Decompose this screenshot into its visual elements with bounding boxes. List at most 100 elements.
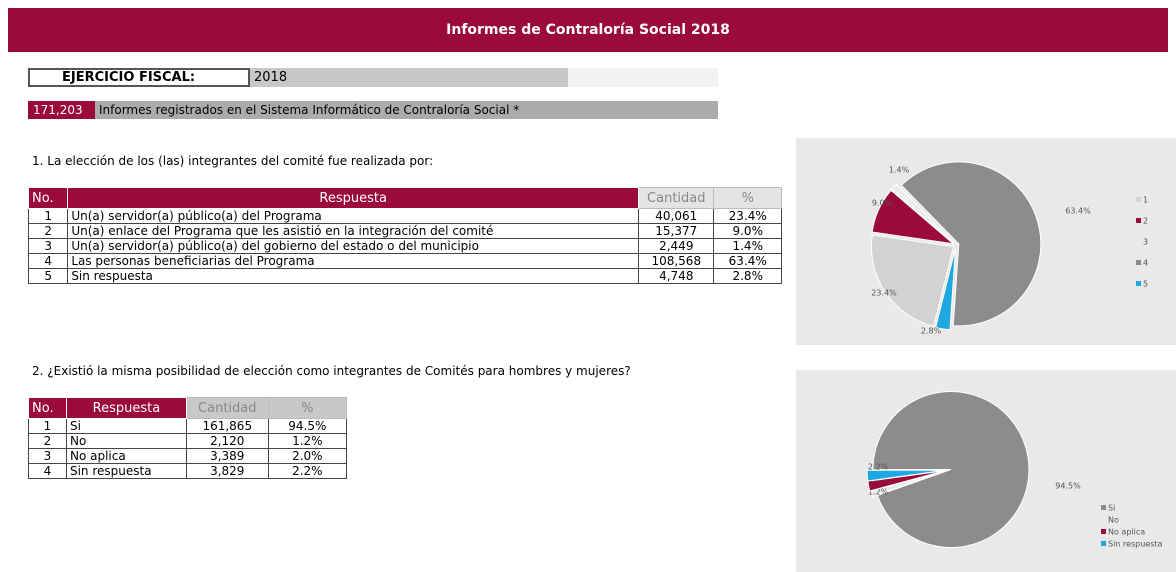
table-cell: Un(a) enlace del Programa que les asisti… bbox=[67, 223, 640, 239]
table-cell: 63.4% bbox=[713, 253, 782, 269]
table: No. Respuesta Cantidad% 1 Si 161,865 94.5% 2 No 2… bbox=[28, 397, 348, 479]
legend-label: 1 bbox=[1143, 196, 1148, 205]
table-cell: No bbox=[65, 433, 187, 449]
fiscal-blank bbox=[568, 68, 718, 87]
table-cell: 3,829 bbox=[185, 463, 269, 479]
table-cell: 1.2% bbox=[267, 433, 348, 449]
column-header: Cantidad bbox=[185, 397, 269, 419]
legend-swatch bbox=[1101, 517, 1106, 522]
table: No. Respuesta Cantidad% 1 Un(a) servidor(a) … bbox=[27, 187, 782, 284]
legend-swatch bbox=[1101, 541, 1106, 546]
table-cell: 3 bbox=[28, 448, 67, 464]
data-label: 2.2% bbox=[868, 463, 889, 472]
header-row: No. Respuesta Cantidad% bbox=[27, 187, 782, 209]
header-title: Informes de Contraloría Social 2018 bbox=[446, 22, 730, 38]
legend-label: No aplica bbox=[1108, 528, 1145, 537]
legend-swatch bbox=[1136, 260, 1141, 265]
table-row: 1 Un(a) servidor(a) público(a) del Progra… bbox=[27, 208, 782, 224]
legend-label: 2 bbox=[1143, 217, 1148, 226]
fiscal-label: EJERCICIO FISCAL: bbox=[28, 68, 250, 87]
column-header: Respuesta bbox=[65, 397, 187, 419]
table-row: 4 Las personas beneficiarias del Programa… bbox=[27, 253, 782, 269]
table-cell: 1.4% bbox=[713, 238, 782, 254]
registered-text: Informes registrados en el Sistema Infor… bbox=[95, 101, 718, 119]
table-row: 3 No aplica 3,389 2.0% bbox=[28, 448, 348, 464]
table-cell: 3 bbox=[27, 238, 69, 254]
header-bar: Informes de Contraloría Social 2018 bbox=[8, 8, 1168, 52]
table-cell: Si bbox=[65, 418, 187, 434]
question: 1. La elección de los (las) integrantes … bbox=[32, 154, 434, 168]
fiscal-year: 2018 bbox=[250, 68, 568, 87]
table-cell: Las personas beneficiarias del Programa bbox=[67, 253, 640, 269]
table-cell: Un(a) servidor(a) público(a) del gobiern… bbox=[67, 238, 640, 254]
table-cell: Sin respuesta bbox=[67, 268, 640, 284]
legend-swatch bbox=[1101, 505, 1106, 510]
column-header: Respuesta bbox=[67, 187, 640, 209]
legend-swatch bbox=[1136, 281, 1141, 286]
table-row: 5 Sin respuesta 4,748 2.8% bbox=[27, 268, 782, 284]
legend-swatch bbox=[1101, 529, 1106, 534]
table-cell: Sin respuesta bbox=[65, 463, 187, 479]
header-row: No. Respuesta Cantidad% bbox=[28, 397, 348, 419]
legend-label: Sin respuesta bbox=[1108, 540, 1162, 549]
pie-slice bbox=[866, 469, 946, 482]
table-cell: 2,449 bbox=[638, 238, 715, 254]
table-cell: 4,748 bbox=[638, 268, 715, 284]
registered-count: 171,203 bbox=[28, 101, 95, 119]
table-cell: 9.0% bbox=[713, 223, 782, 239]
column-header: No. bbox=[28, 397, 67, 419]
table-row: 4 Sin respuesta 3,829 2.2% bbox=[28, 463, 348, 479]
pie-slice bbox=[871, 234, 955, 327]
table-cell: 4 bbox=[28, 463, 67, 479]
data-label: 2.8% bbox=[921, 327, 942, 336]
table-cell: 23.4% bbox=[713, 208, 782, 224]
column-header: % bbox=[267, 397, 348, 419]
table-cell: 3,389 bbox=[185, 448, 269, 464]
table-cell: 5 bbox=[27, 268, 69, 284]
table-cell: 40,061 bbox=[638, 208, 715, 224]
legend-label: 5 bbox=[1143, 280, 1148, 289]
pie-slice bbox=[872, 391, 1030, 548]
table-cell: 2 bbox=[28, 433, 67, 449]
legend-label: 4 bbox=[1143, 259, 1148, 268]
table-cell: 2,120 bbox=[185, 433, 269, 449]
data-label: 94.5% bbox=[1055, 482, 1081, 491]
pie-chart: 23.4% 9.0% 1.4% 63.4% 2.8% 1 2 3 4 5 bbox=[796, 138, 1176, 345]
column-header: No. bbox=[27, 187, 69, 209]
column-header: % bbox=[713, 187, 782, 209]
table-cell: 2.2% bbox=[267, 463, 348, 479]
table-cell: 94.5% bbox=[267, 418, 348, 434]
data-label: 9.0% bbox=[872, 199, 893, 208]
table-cell: 1 bbox=[27, 208, 69, 224]
data-label: 1.4% bbox=[889, 166, 910, 175]
legend-swatch bbox=[1136, 218, 1141, 223]
table-cell: Un(a) servidor(a) público(a) del Program… bbox=[67, 208, 640, 224]
legend-swatch bbox=[1136, 239, 1141, 244]
legend-label: No bbox=[1108, 516, 1119, 525]
table-cell: 2.0% bbox=[267, 448, 348, 464]
data-label: 23.4% bbox=[871, 289, 897, 298]
pie-slice bbox=[871, 189, 955, 245]
pie-slice bbox=[935, 247, 957, 331]
table-row: 1 Si 161,865 94.5% bbox=[28, 418, 348, 434]
legend-label: 3 bbox=[1143, 238, 1148, 247]
table-cell: 2 bbox=[27, 223, 69, 239]
table-row: 2 No 2,120 1.2% bbox=[28, 433, 348, 449]
data-label: 1.2% bbox=[868, 488, 889, 497]
table-cell: 15,377 bbox=[638, 223, 715, 239]
legend-swatch bbox=[1136, 197, 1141, 202]
table-row: 2 Un(a) enlace del Programa que les asist… bbox=[27, 223, 782, 239]
table-cell: No aplica bbox=[65, 448, 187, 464]
table-cell: 2.8% bbox=[713, 268, 782, 284]
pie-slice bbox=[900, 161, 1042, 327]
column-header: Cantidad bbox=[638, 187, 715, 209]
table-cell: 161,865 bbox=[185, 418, 269, 434]
table-cell: 4 bbox=[27, 253, 69, 269]
table-cell: 1 bbox=[28, 418, 67, 434]
table-cell: 108,568 bbox=[638, 253, 715, 269]
legend-label: Si bbox=[1108, 504, 1115, 513]
table-row: 3 Un(a) servidor(a) público(a) del gobier… bbox=[27, 238, 782, 254]
pie-slice bbox=[890, 183, 955, 244]
